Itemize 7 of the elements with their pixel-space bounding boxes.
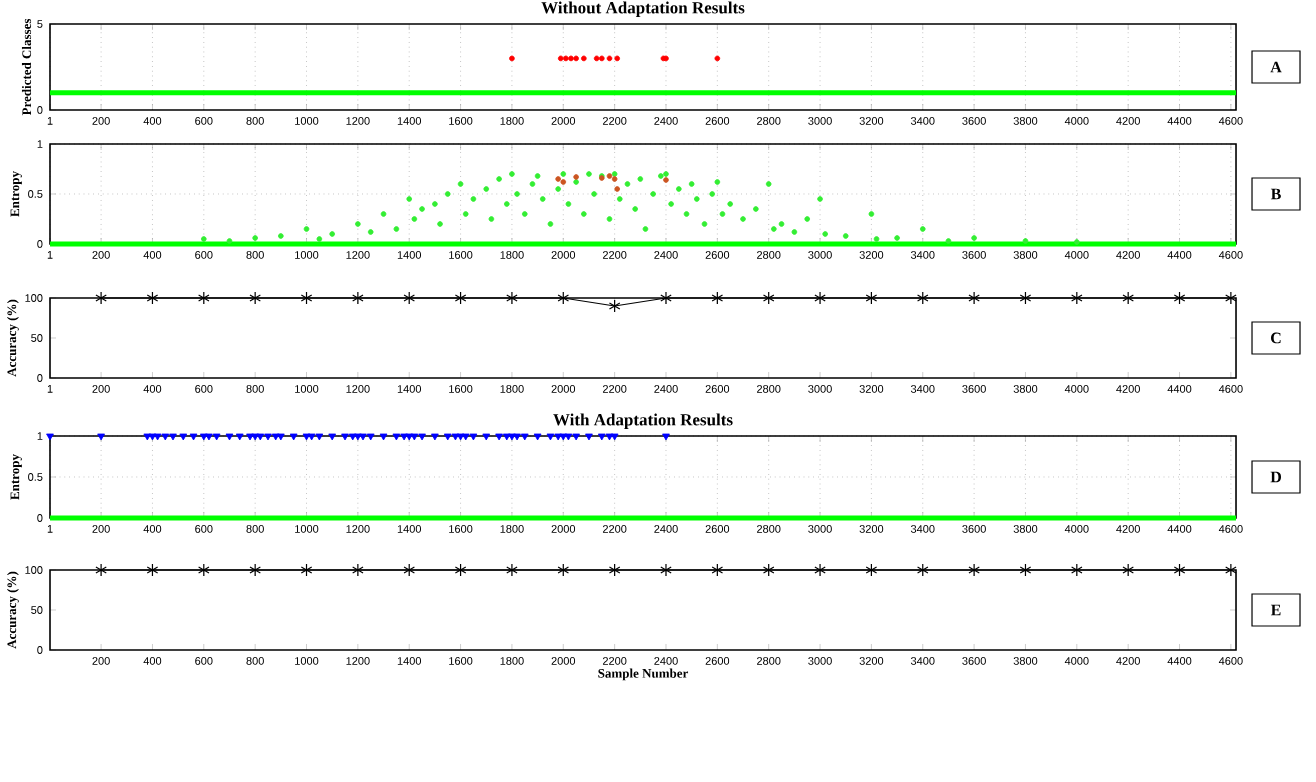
text: A	[1270, 61, 1282, 73]
chart-title: With Adaptation Results	[553, 413, 733, 429]
chart-title: Without Adaptation Results	[541, 1, 745, 17]
text: D	[1270, 471, 1281, 483]
text: E	[1270, 604, 1281, 616]
text: C	[1271, 332, 1281, 344]
text: B	[1270, 188, 1281, 200]
